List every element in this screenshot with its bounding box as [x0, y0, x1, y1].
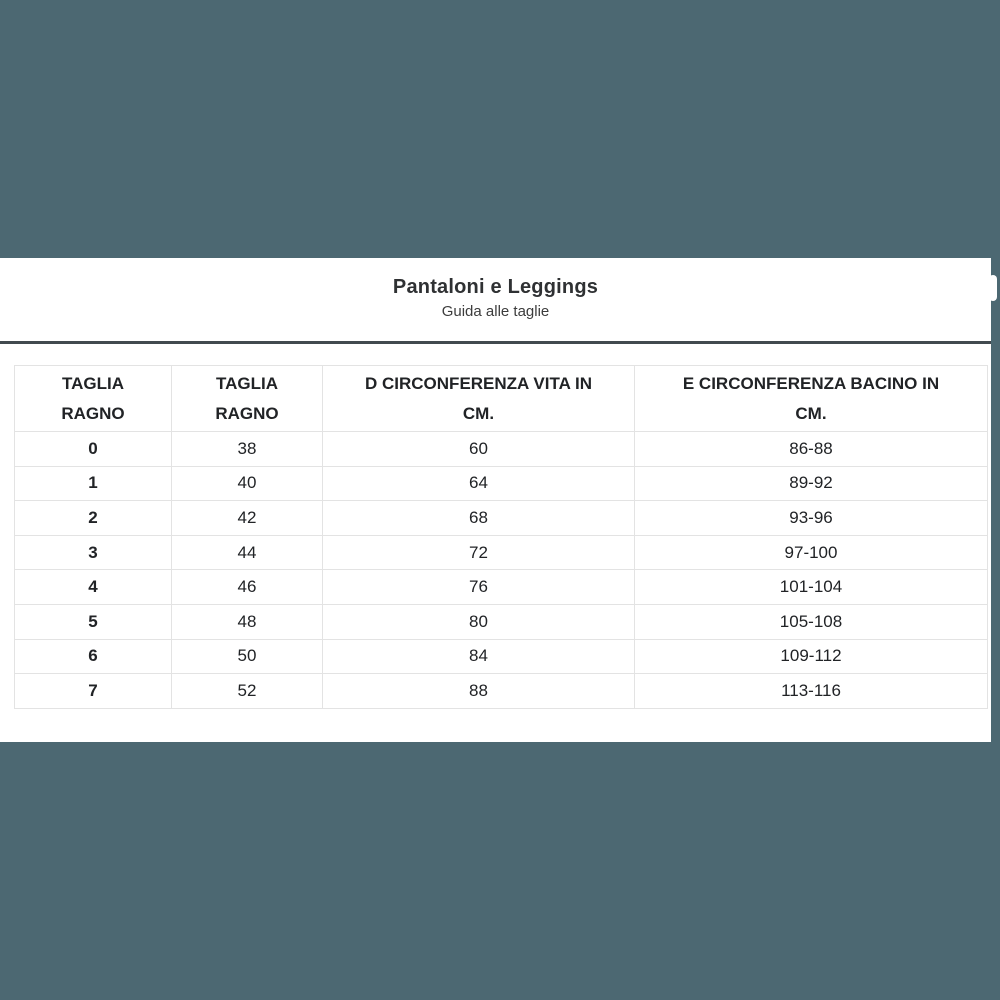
table-cell: 0 — [14, 431, 172, 467]
scrollbar-thumb[interactable] — [989, 275, 997, 301]
header-line: RAGNO — [215, 403, 279, 423]
table-cell: 89-92 — [634, 465, 988, 502]
table-row: 5 48 80 105-108 — [14, 603, 988, 640]
table-cell: 50 — [171, 638, 323, 675]
table-cell: 6 — [14, 638, 172, 675]
table-cell: 4 — [14, 569, 172, 605]
size-guide-modal: Pantaloni e Leggings Guida alle taglie T… — [0, 258, 991, 742]
page-title: Pantaloni e Leggings — [392, 276, 599, 298]
table-cell: 72 — [322, 534, 635, 571]
table-cell: 101-104 — [634, 569, 988, 605]
table-cell: 42 — [171, 500, 323, 536]
table-cell: 60 — [322, 431, 635, 467]
table-cell: 44 — [171, 534, 323, 571]
table-row: 1 40 64 89-92 — [14, 465, 988, 502]
table-row: 0 38 60 86-88 — [14, 431, 988, 467]
table-cell: 84 — [322, 638, 635, 675]
table-cell: 93-96 — [634, 500, 988, 536]
table-row: 6 50 84 109-112 — [14, 638, 988, 675]
header-line: E CIRCONFERENZA BACINO IN — [682, 373, 940, 393]
table-cell: 88 — [322, 673, 635, 709]
table-cell: 2 — [14, 500, 172, 536]
table-header-row: TAGLIA RAGNO TAGLIA RAGNO D CIRCONFERENZ… — [14, 365, 988, 432]
header-line: RAGNO — [61, 403, 125, 423]
table-cell: 113-116 — [634, 673, 988, 709]
table-cell: 52 — [171, 673, 323, 709]
table-row: 4 46 76 101-104 — [14, 569, 988, 605]
header-line: CM. — [795, 403, 827, 423]
table-cell: 68 — [322, 500, 635, 536]
column-header-circonferenza-bacino: E CIRCONFERENZA BACINO IN CM. — [634, 365, 988, 432]
header-line: TAGLIA — [61, 373, 124, 393]
table-cell: 97-100 — [634, 534, 988, 571]
table-cell: 105-108 — [634, 603, 988, 640]
header-line: CM. — [462, 403, 495, 423]
table-row: 2 42 68 93-96 — [14, 500, 988, 536]
column-header-taglia-ragno-2: TAGLIA RAGNO — [171, 365, 323, 432]
header-line: TAGLIA — [215, 373, 278, 393]
table-cell: 3 — [14, 534, 172, 571]
table-cell: 48 — [171, 603, 323, 640]
table-cell: 40 — [171, 465, 323, 502]
table-row: 7 52 88 113-116 — [14, 673, 988, 709]
table-cell: 7 — [14, 673, 172, 709]
table-cell: 109-112 — [634, 638, 988, 675]
table-cell: 1 — [14, 465, 172, 502]
table-cell: 38 — [171, 431, 323, 467]
table-row: 3 44 72 97-100 — [14, 534, 988, 571]
modal-header: Pantaloni e Leggings Guida alle taglie — [0, 258, 991, 344]
table-cell: 76 — [322, 569, 635, 605]
table-cell: 64 — [322, 465, 635, 502]
table-cell: 5 — [14, 603, 172, 640]
table-cell: 80 — [322, 603, 635, 640]
page-subtitle: Guida alle taglie — [441, 303, 550, 320]
table-cell: 86-88 — [634, 431, 988, 467]
table-cell: 46 — [171, 569, 323, 605]
column-header-circonferenza-vita: D CIRCONFERENZA VITA IN CM. — [322, 365, 635, 432]
size-guide-table: TAGLIA RAGNO TAGLIA RAGNO D CIRCONFERENZ… — [14, 365, 988, 709]
column-header-taglia-ragno-1: TAGLIA RAGNO — [14, 365, 172, 432]
header-line: D CIRCONFERENZA VITA IN — [365, 373, 592, 393]
